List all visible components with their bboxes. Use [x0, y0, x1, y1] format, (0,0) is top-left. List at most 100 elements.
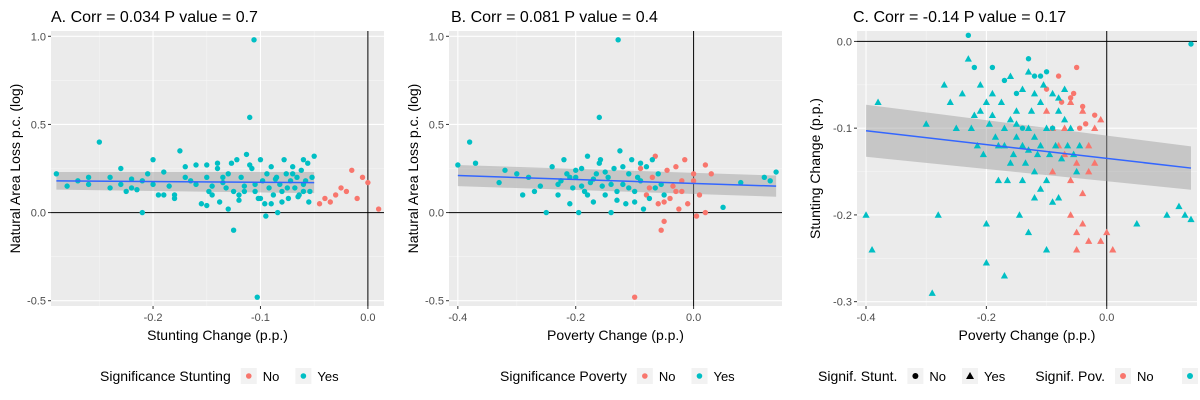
- data-point: [573, 167, 579, 173]
- data-point: [251, 37, 257, 43]
- data-point: [85, 174, 92, 181]
- data-point: [693, 213, 700, 219]
- data-point: [615, 37, 621, 43]
- x-axis-label: Poverty Change (p.p.): [547, 327, 684, 343]
- data-point: [646, 185, 653, 191]
- data-point: [332, 192, 339, 198]
- data-point: [537, 183, 544, 189]
- data-point: [1036, 98, 1045, 106]
- data-point: [614, 188, 620, 195]
- data-point: [247, 114, 253, 121]
- regression-line: [457, 174, 777, 187]
- data-point: [309, 174, 315, 181]
- data-point: [134, 186, 140, 193]
- data-point: [161, 192, 167, 198]
- data-point: [658, 227, 664, 233]
- data-point: [96, 139, 103, 145]
- panel-title: A. Corr = 0.034 P value = 0.7: [51, 9, 258, 26]
- data-point: [209, 192, 215, 198]
- data-point: [655, 201, 661, 207]
- data-point: [472, 160, 479, 166]
- data-point: [549, 164, 555, 170]
- data-point: [973, 141, 981, 149]
- data-point: [338, 185, 344, 191]
- data-point: [1042, 246, 1051, 253]
- data-point: [300, 156, 307, 163]
- data-point: [150, 181, 156, 188]
- data-point: [976, 107, 984, 114]
- data-point: [144, 171, 151, 177]
- data-point: [676, 206, 682, 212]
- data-point: [1030, 167, 1039, 175]
- data-point: [327, 199, 333, 205]
- y-tick-label: -0.3: [833, 297, 852, 309]
- data-point: [1006, 72, 1015, 79]
- data-point: [204, 174, 210, 181]
- legend-label: No: [659, 369, 676, 384]
- data-point: [228, 160, 235, 166]
- data-point: [631, 188, 638, 195]
- data-point: [298, 167, 304, 173]
- data-point: [241, 183, 248, 189]
- data-point: [946, 98, 954, 106]
- data-point: [1085, 237, 1093, 244]
- data-point: [182, 164, 188, 170]
- data-point: [1018, 85, 1027, 93]
- data-point: [266, 185, 272, 191]
- panel-title: B. Corr = 0.081 P value = 0.4: [451, 9, 658, 26]
- data-point: [118, 165, 124, 172]
- data-point: [1024, 68, 1033, 75]
- y-tick-label: 0.0: [837, 36, 852, 48]
- y-tick-label: -0.1: [833, 123, 852, 135]
- data-point: [1067, 124, 1075, 132]
- data-point: [1073, 64, 1080, 71]
- x-axis-label: Poverty Change (p.p.): [959, 327, 1096, 343]
- data-point: [118, 181, 124, 188]
- legend-title: Signif. Pov.: [1035, 368, 1105, 384]
- data-point: [268, 201, 274, 207]
- data-point: [970, 111, 978, 119]
- data-point: [596, 114, 602, 121]
- data-point: [670, 183, 676, 189]
- data-point: [1013, 90, 1020, 97]
- data-point: [994, 176, 1003, 184]
- data-point: [573, 174, 579, 181]
- data-point: [679, 178, 685, 184]
- data-point: [289, 171, 296, 177]
- data-point: [252, 181, 258, 188]
- data-point: [1006, 159, 1015, 166]
- data-point: [982, 219, 990, 227]
- data-point: [1079, 219, 1087, 227]
- x-axis-label: Stunting Change (p.p.): [147, 327, 288, 343]
- data-point: [1067, 176, 1075, 184]
- data-point: [1054, 107, 1063, 114]
- data-point: [1061, 85, 1069, 93]
- data-point: [1067, 211, 1075, 218]
- data-point: [1133, 219, 1141, 227]
- data-point: [1000, 272, 1009, 279]
- data-point: [922, 120, 930, 127]
- data-point: [1070, 90, 1077, 97]
- data-point: [262, 201, 268, 207]
- data-point: [982, 259, 990, 266]
- y-axis-label: Natural Area Loss p.c. (log): [7, 84, 23, 254]
- data-point: [198, 201, 205, 207]
- plot-background: [857, 31, 1197, 306]
- data-point: [514, 171, 520, 177]
- data-point: [1030, 193, 1039, 201]
- data-point: [455, 162, 461, 168]
- data-point: [1049, 125, 1056, 131]
- data-point: [204, 202, 210, 209]
- data-point: [322, 195, 328, 202]
- y-axis-label: Stunting Change (p.p.): [807, 98, 823, 239]
- data-point: [139, 209, 146, 216]
- data-point: [673, 164, 679, 170]
- legend-title: Signif. Stunt.: [818, 368, 897, 384]
- data-point: [934, 211, 942, 218]
- data-point: [684, 201, 691, 207]
- data-point: [171, 195, 178, 202]
- data-point: [1175, 202, 1183, 210]
- data-point: [238, 174, 244, 181]
- y-tick-label: 1.0: [429, 31, 444, 43]
